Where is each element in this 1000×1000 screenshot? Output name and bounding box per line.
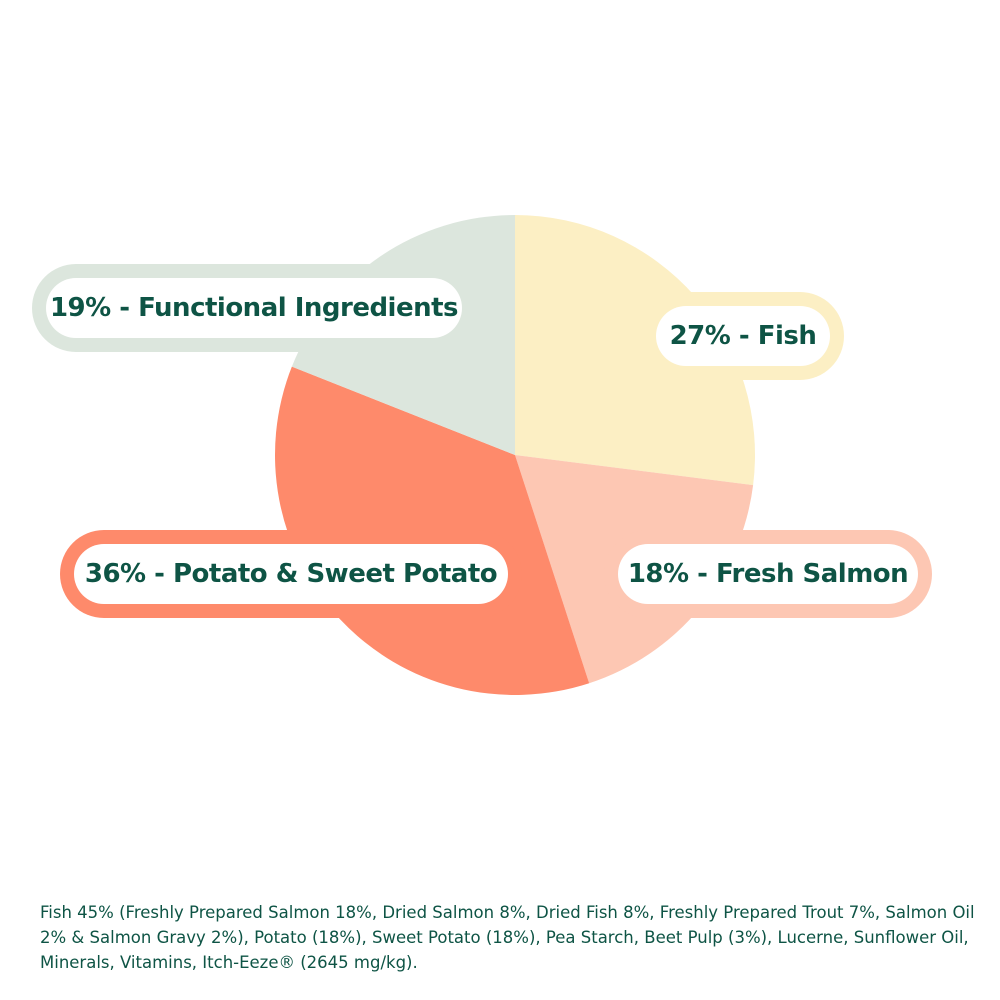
label-functional-ingredients: 19% - Functional Ingredients xyxy=(32,264,476,352)
label-fish-inner: 27% - Fish xyxy=(656,306,830,366)
label-potato-sweet-potato: 36% - Potato & Sweet Potato xyxy=(60,530,522,618)
label-fish: 27% - Fish xyxy=(642,292,844,380)
label-fresh-salmon-inner: 18% - Fresh Salmon xyxy=(618,544,918,604)
label-potato-sweet-potato-text: 36% - Potato & Sweet Potato xyxy=(84,559,498,589)
label-fresh-salmon: 18% - Fresh Salmon xyxy=(604,530,932,618)
label-fish-text: 27% - Fish xyxy=(669,321,817,351)
slice-fish xyxy=(515,215,755,486)
label-functional-ingredients-text: 19% - Functional Ingredients xyxy=(49,293,459,323)
label-fresh-salmon-text: 18% - Fresh Salmon xyxy=(627,559,909,589)
label-functional-ingredients-inner: 19% - Functional Ingredients xyxy=(46,278,462,338)
ingredients-list: Fish 45% (Freshly Prepared Salmon 18%, D… xyxy=(40,903,975,972)
label-potato-sweet-potato-inner: 36% - Potato & Sweet Potato xyxy=(74,544,508,604)
